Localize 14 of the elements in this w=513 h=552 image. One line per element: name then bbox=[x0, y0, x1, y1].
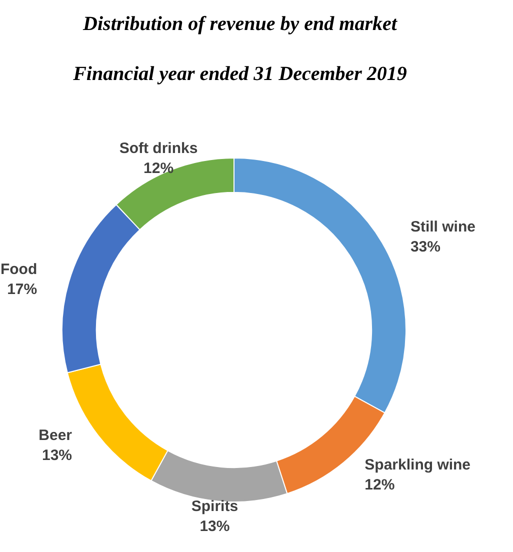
data-label: 33% bbox=[410, 238, 440, 256]
data-label: 13% bbox=[42, 447, 72, 464]
data-label: 13% bbox=[200, 518, 230, 536]
slice-label: Beer bbox=[38, 427, 72, 444]
slice-label: Still wine bbox=[410, 218, 476, 236]
slice-label: Spirits bbox=[191, 498, 238, 516]
chart-subtitle: Financial year ended 31 December 2019 bbox=[72, 63, 407, 85]
slice-label: Soft drinks bbox=[119, 140, 198, 158]
data-label: 17% bbox=[7, 281, 38, 298]
slice-label: Food bbox=[0, 261, 38, 278]
data-label: 12% bbox=[144, 160, 174, 178]
slice-label: Sparkling wine bbox=[364, 456, 471, 474]
chart-title: Distribution of revenue by end market bbox=[82, 13, 398, 35]
data-label: 12% bbox=[364, 476, 395, 494]
